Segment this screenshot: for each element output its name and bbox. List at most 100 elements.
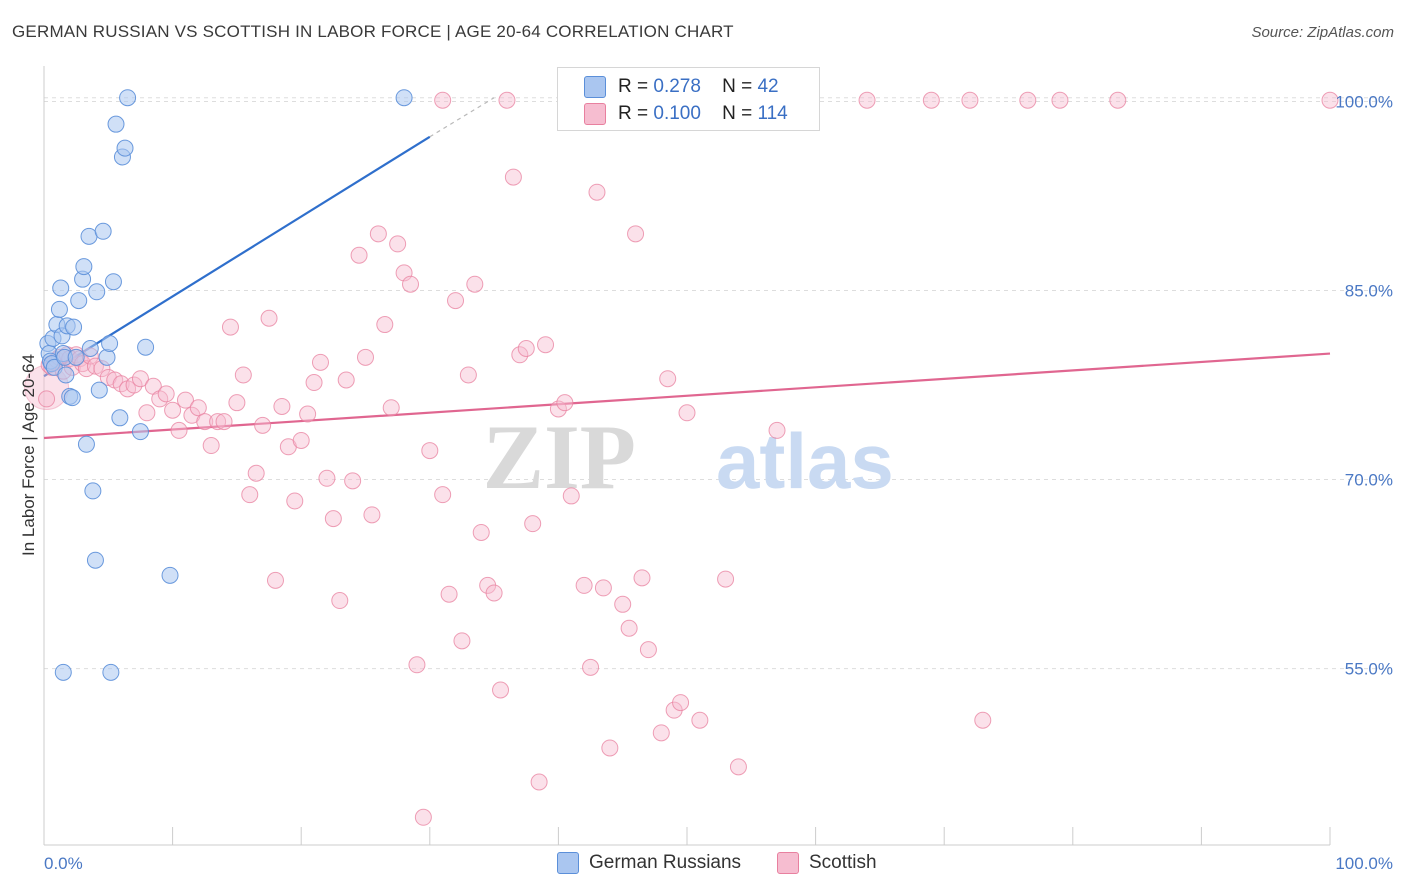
scottish-point [266,571,284,589]
german-russian-point [94,222,112,240]
legend-n-value-blue: 42 [757,76,779,97]
scottish-point [164,401,182,419]
german-russian-point [54,663,72,681]
scottish-point [331,592,349,610]
german-russian-point [107,115,125,133]
scottish-point [196,413,214,431]
y-axis-label: In Labor Force | Age 20-64 [19,354,38,556]
legend: R = 0.278 N = 42 R = 0.100 N = 114 [557,67,820,131]
scottish-point [588,183,606,201]
x-tick-label: 100.0% [1335,854,1393,873]
scottish-point [189,399,207,417]
scottish-point [858,91,876,109]
legend-r-value-blue: 0.278 [653,76,701,97]
scottish-point [504,168,522,186]
scottish-point [402,275,420,293]
scottish-point [614,595,632,613]
scottish-point [492,681,510,699]
legend-n-label: N = [722,76,753,97]
scottish-point [305,374,323,392]
german-russian-point [98,348,116,366]
scottish-point [376,316,394,334]
scottish-point [1109,91,1127,109]
german-russian-point [161,566,179,584]
scottish-point [221,318,239,336]
scottish-point [524,515,542,533]
scottish-point [652,724,670,742]
legend-text-pink: R = 0.100 N = 114 [618,103,788,125]
german-russian-point [119,89,137,107]
scottish-point [421,442,439,460]
scottish-point [241,486,259,504]
scottish-point [202,437,220,455]
german-russian-point [70,292,88,310]
scottish-point [562,487,580,505]
scottish-point [357,348,374,366]
y-tick-label: 100.0% [1335,93,1393,112]
scottish-point [620,619,638,637]
y-tick-label: 55.0% [1345,660,1393,679]
scottish-point [511,346,529,364]
german-russian-point [102,663,120,681]
scottish-point [125,376,143,394]
scottish-point [440,585,458,603]
german-russian-point [65,318,83,336]
german-russian-point [80,227,98,245]
scottish-trend-line [43,352,1331,440]
german-russian-point [84,482,102,500]
watermark-zip: ZIP [483,406,636,508]
scottish-point [273,397,291,415]
scottish-point [717,570,735,588]
legend-r-label: R = [618,76,649,97]
scottish-point [447,292,465,310]
scottish-point [234,366,252,384]
german-russian-point [77,435,95,453]
scottish-point [672,694,690,712]
scottish-point [549,400,567,418]
scottish-point [582,658,600,676]
scottish-point [1019,91,1037,109]
source-label: Source: ZipAtlas.com [1251,24,1394,41]
scottish-point [157,385,175,403]
bottom-legend-swatch-pink [777,852,799,874]
legend-n-label: N = [722,103,753,124]
german-russian-point [116,139,134,157]
german-russian-point [131,423,149,441]
scottish-point [176,391,194,409]
german-russian-point [67,348,85,366]
scottish-point [324,510,342,528]
scottish-point [389,235,407,253]
scottish-point [659,370,677,388]
legend-r-value-pink: 0.100 [653,103,701,124]
scottish-point [434,91,452,109]
scottish-point [466,275,484,293]
german-russian-point [395,89,413,107]
scottish-point [498,91,516,109]
y-tick-label: 70.0% [1345,471,1393,490]
legend-swatch-pink [584,103,606,125]
scottish-point [38,390,56,408]
x-tick-label: 0.0% [44,854,83,873]
bottom-legend-label-blue: German Russians [589,852,742,873]
german-russian-point [50,300,68,318]
scottish-point [286,492,304,510]
german-russian-point [90,381,108,399]
scottish-point [260,309,278,327]
scottish-point [170,421,188,439]
scottish-point [344,472,362,490]
scottish-point [961,91,979,109]
y-tick-label: 85.0% [1345,282,1393,301]
scottish-point [678,404,696,422]
german-russian-point [63,389,81,407]
bottom-legend-scottish: Scottish [777,852,877,874]
y-tick-labels: 55.0% 70.0% 85.0% 100.0% [1335,93,1393,679]
german-russian-point [137,338,155,356]
scottish-point [537,336,555,354]
chart-title: GERMAN RUSSIAN VS SCOTTISH IN LABOR FORC… [12,22,734,41]
german-russian-point [104,273,122,291]
bottom-legend-label-pink: Scottish [809,852,877,873]
legend-swatch-blue [584,76,606,98]
scottish-point [472,523,490,541]
watermark: ZIP atlas [483,406,894,508]
